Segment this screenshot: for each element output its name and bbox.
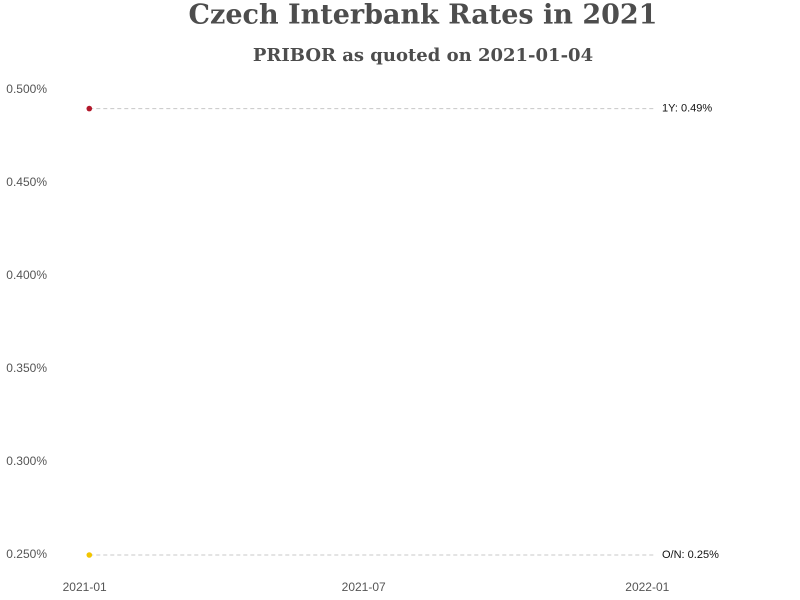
point	[86, 552, 93, 558]
x-tick-label: 2021-07	[342, 580, 386, 594]
x-tick-label: 2022-01	[625, 580, 669, 594]
x-tick-label: 2021-01	[63, 580, 107, 594]
chart-subtitle: PRIBOR as quoted on 2021-01-04	[253, 45, 593, 66]
chart-title: Czech Interbank Rates in 2021	[189, 0, 658, 31]
point	[86, 105, 93, 112]
y-tick-label: 0.300%	[6, 454, 47, 468]
y-tick-label: 0.500%	[6, 82, 47, 96]
y-tick-label: 0.400%	[6, 268, 47, 282]
y-tick-label: 0.450%	[6, 175, 47, 189]
end-label: 1Y: 0.49%	[662, 103, 712, 115]
y-tick-label: 0.250%	[6, 547, 47, 561]
y-tick-label: 0.350%	[6, 361, 47, 375]
end-label: O/N: 0.25%	[662, 549, 719, 561]
